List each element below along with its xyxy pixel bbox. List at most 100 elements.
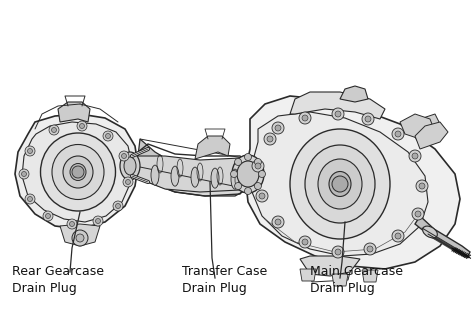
Polygon shape xyxy=(415,216,470,256)
Circle shape xyxy=(272,122,284,134)
Circle shape xyxy=(409,150,421,162)
Ellipse shape xyxy=(329,171,351,197)
Circle shape xyxy=(79,123,84,128)
Circle shape xyxy=(121,154,126,159)
Circle shape xyxy=(235,182,242,190)
Circle shape xyxy=(19,169,29,179)
Circle shape xyxy=(25,146,35,156)
Circle shape xyxy=(69,221,75,226)
Circle shape xyxy=(419,183,425,189)
Circle shape xyxy=(302,239,308,245)
Circle shape xyxy=(299,112,311,124)
Ellipse shape xyxy=(305,145,375,223)
Circle shape xyxy=(244,187,252,194)
Polygon shape xyxy=(300,269,316,281)
Ellipse shape xyxy=(318,159,362,209)
Circle shape xyxy=(412,153,418,159)
Circle shape xyxy=(244,154,252,160)
Polygon shape xyxy=(252,112,428,256)
Ellipse shape xyxy=(290,129,390,239)
Circle shape xyxy=(392,230,404,242)
Circle shape xyxy=(230,171,237,177)
Circle shape xyxy=(116,203,120,208)
Circle shape xyxy=(72,166,84,178)
Circle shape xyxy=(416,180,428,192)
Ellipse shape xyxy=(41,133,116,211)
Circle shape xyxy=(45,214,51,219)
Circle shape xyxy=(22,171,26,176)
Circle shape xyxy=(123,177,133,187)
Polygon shape xyxy=(58,102,90,122)
Circle shape xyxy=(395,233,401,239)
Polygon shape xyxy=(138,139,248,184)
Ellipse shape xyxy=(232,155,264,193)
Polygon shape xyxy=(300,256,360,276)
Circle shape xyxy=(254,159,261,165)
Polygon shape xyxy=(22,122,132,222)
Polygon shape xyxy=(362,270,378,282)
Ellipse shape xyxy=(120,152,140,180)
Circle shape xyxy=(103,131,113,141)
Text: Transfer Case
Drain Plug: Transfer Case Drain Plug xyxy=(182,265,267,295)
Circle shape xyxy=(335,249,341,255)
Circle shape xyxy=(267,136,273,142)
Polygon shape xyxy=(340,86,368,102)
Circle shape xyxy=(272,216,284,228)
Circle shape xyxy=(43,211,53,221)
Circle shape xyxy=(362,113,374,125)
Ellipse shape xyxy=(63,156,93,188)
Circle shape xyxy=(77,121,87,131)
Circle shape xyxy=(332,176,348,192)
Circle shape xyxy=(254,182,261,190)
Circle shape xyxy=(49,125,59,135)
Polygon shape xyxy=(400,114,435,139)
Ellipse shape xyxy=(124,157,136,175)
Polygon shape xyxy=(245,96,460,269)
Polygon shape xyxy=(60,224,100,246)
Circle shape xyxy=(27,197,33,202)
Ellipse shape xyxy=(70,164,86,181)
Text: Rear Gearcase
Drain Plug: Rear Gearcase Drain Plug xyxy=(12,265,104,295)
Ellipse shape xyxy=(231,169,239,189)
Circle shape xyxy=(365,116,371,122)
Circle shape xyxy=(72,230,88,246)
Circle shape xyxy=(415,211,421,217)
Circle shape xyxy=(364,243,376,255)
Circle shape xyxy=(252,160,264,172)
Ellipse shape xyxy=(237,161,259,187)
Ellipse shape xyxy=(422,226,438,238)
Circle shape xyxy=(332,246,344,258)
Circle shape xyxy=(119,151,129,161)
Circle shape xyxy=(95,219,101,224)
Circle shape xyxy=(67,219,77,229)
Circle shape xyxy=(76,234,84,242)
Polygon shape xyxy=(15,114,138,229)
Polygon shape xyxy=(195,136,230,159)
Ellipse shape xyxy=(52,144,104,199)
Polygon shape xyxy=(132,156,248,192)
Polygon shape xyxy=(412,114,440,142)
Circle shape xyxy=(126,180,130,185)
Circle shape xyxy=(259,171,265,177)
Circle shape xyxy=(392,128,404,140)
Circle shape xyxy=(275,125,281,131)
Ellipse shape xyxy=(211,168,219,188)
Circle shape xyxy=(259,193,265,199)
Circle shape xyxy=(332,108,344,120)
Polygon shape xyxy=(135,156,248,196)
Circle shape xyxy=(395,131,401,137)
Circle shape xyxy=(255,163,261,169)
Polygon shape xyxy=(415,122,448,149)
Circle shape xyxy=(51,127,57,133)
Ellipse shape xyxy=(191,167,199,187)
Circle shape xyxy=(106,133,110,138)
Circle shape xyxy=(235,159,242,165)
Circle shape xyxy=(25,194,35,204)
Circle shape xyxy=(412,208,424,220)
Circle shape xyxy=(335,111,341,117)
Ellipse shape xyxy=(171,166,179,186)
Circle shape xyxy=(275,219,281,225)
Circle shape xyxy=(299,236,311,248)
Text: Main Gearcase
Drain Plug: Main Gearcase Drain Plug xyxy=(310,265,403,295)
Polygon shape xyxy=(290,92,385,119)
